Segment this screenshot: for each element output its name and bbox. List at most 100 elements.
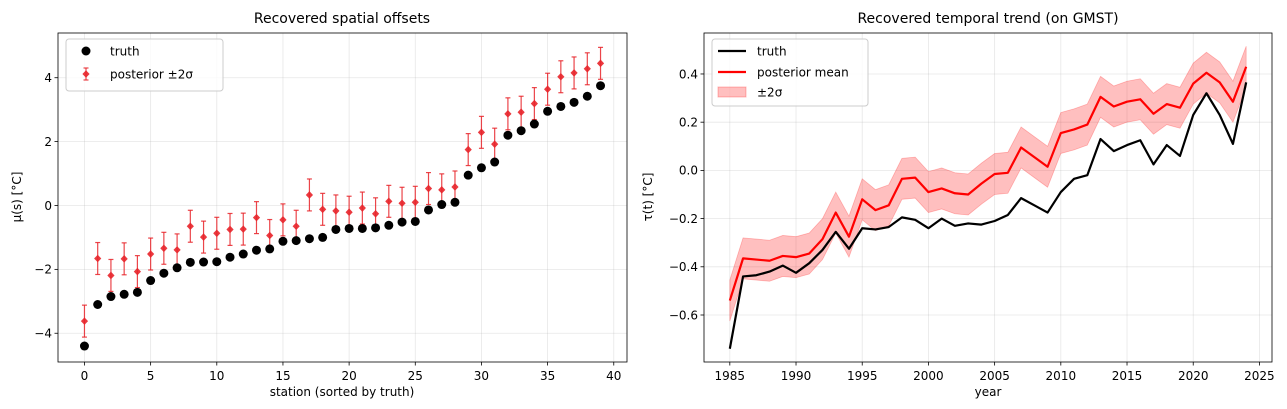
truth-point <box>490 157 500 167</box>
posterior-point <box>385 197 393 206</box>
right-x-axis-label: year <box>975 385 1002 399</box>
posterior-point <box>319 205 327 214</box>
posterior-point <box>477 128 486 137</box>
left-legend-frame <box>65 38 224 92</box>
y-tick-label: −2 <box>34 263 52 277</box>
posterior-point <box>173 246 181 254</box>
legend-label-truth-line: truth <box>757 45 787 59</box>
truth-point <box>463 170 473 180</box>
x-tick-label: 1990 <box>781 369 812 383</box>
posterior-point <box>583 64 591 73</box>
posterior-point <box>160 244 168 253</box>
x-tick-label: 10 <box>209 369 224 383</box>
y-tick-label: −4 <box>34 327 52 341</box>
legend-label-posterior-mean: posterior mean <box>757 66 849 80</box>
truth-point <box>79 341 89 351</box>
legend-label-posterior: posterior ±2σ <box>110 68 193 82</box>
truth-point <box>543 106 553 116</box>
x-tick-label: 2010 <box>1046 369 1077 383</box>
truth-point <box>304 234 314 244</box>
x-tick-label: 25 <box>408 369 423 383</box>
left-chart-title: Recovered spatial offsets <box>254 11 430 27</box>
posterior-point <box>504 110 512 118</box>
legend-marker-posterior <box>82 70 90 78</box>
truth-point <box>212 257 222 267</box>
posterior-point <box>451 183 459 191</box>
x-tick-label: 2005 <box>979 369 1010 383</box>
posterior-point <box>133 267 141 276</box>
temporal-trend-chart: Recovered temporal trend (on GMST) 1985 1… <box>641 11 1275 399</box>
x-tick-label: 2025 <box>1244 369 1275 383</box>
truth-point <box>410 216 420 226</box>
y-tick-label: 0.2 <box>679 115 698 129</box>
truth-point <box>596 81 606 91</box>
posterior-point <box>596 59 605 68</box>
left-y-ticks: −4 −2 0 2 4 <box>34 71 58 341</box>
legend-label-truth: truth <box>110 45 140 59</box>
truth-point <box>476 163 486 173</box>
y-tick-label: 2 <box>44 135 52 149</box>
x-tick-label: 2015 <box>1112 369 1143 383</box>
x-tick-label: 2000 <box>913 369 944 383</box>
truth-point <box>172 263 182 273</box>
y-tick-label: 4 <box>44 71 52 85</box>
posterior-point <box>107 271 115 280</box>
right-y-ticks: −0.6 −0.4 −0.2 0.0 0.2 0.4 <box>669 67 704 322</box>
y-tick-label: 0.0 <box>679 164 698 178</box>
posterior-point <box>557 72 565 81</box>
y-tick-label: 0.4 <box>679 67 698 81</box>
truth-point <box>437 200 447 210</box>
posterior-point <box>491 140 499 148</box>
truth-point <box>516 126 526 136</box>
posterior-point <box>345 208 353 216</box>
x-tick-label: 5 <box>147 369 155 383</box>
y-tick-label: 0 <box>44 199 52 213</box>
truth-point <box>159 268 169 278</box>
x-tick-label: 40 <box>606 369 621 383</box>
left-x-axis-label: station (sorted by truth) <box>270 385 415 399</box>
x-tick-label: 2020 <box>1178 369 1209 383</box>
posterior-point <box>305 191 314 199</box>
truth-point <box>225 252 235 262</box>
right-legend-frame <box>711 38 869 107</box>
posterior-point <box>530 99 538 108</box>
truth-point <box>318 232 328 242</box>
posterior-point <box>398 199 406 208</box>
truth-point <box>582 91 592 101</box>
left-x-ticks: 0 5 10 15 20 25 30 35 40 <box>81 362 621 383</box>
truth-point <box>265 244 275 254</box>
truth-point <box>185 257 195 267</box>
y-tick-label: −0.4 <box>669 260 698 274</box>
posterior-point <box>279 216 287 224</box>
spatial-offsets-chart: Recovered spatial offsets 0 5 10 15 20 25 30 35… <box>10 11 628 399</box>
x-tick-label: 0 <box>81 369 89 383</box>
posterior-point <box>332 207 340 215</box>
truth-point <box>397 217 407 227</box>
truth-point <box>93 300 103 310</box>
x-tick-label: 1985 <box>715 369 746 383</box>
x-tick-label: 30 <box>474 369 489 383</box>
x-tick-label: 20 <box>341 369 356 383</box>
truth-point <box>450 197 460 207</box>
posterior-point <box>292 222 300 231</box>
truth-point <box>251 245 261 255</box>
left-plot-frame <box>57 32 628 363</box>
truth-point <box>238 249 248 259</box>
posterior-point <box>252 213 261 222</box>
posterior-point <box>544 85 552 94</box>
posterior-point <box>371 209 380 218</box>
truth-point <box>556 101 566 111</box>
posterior-point <box>80 317 89 325</box>
truth-point <box>384 220 394 230</box>
truth-point <box>146 276 156 286</box>
posterior-point <box>186 222 194 231</box>
truth-point <box>132 287 142 297</box>
truth-point <box>569 97 579 107</box>
y-tick-label: −0.6 <box>669 308 698 322</box>
truth-point <box>529 119 539 129</box>
posterior-point <box>213 229 221 238</box>
right-plot-frame <box>703 32 1273 363</box>
truth-line <box>728 82 1248 349</box>
x-tick-label: 1995 <box>847 369 878 383</box>
